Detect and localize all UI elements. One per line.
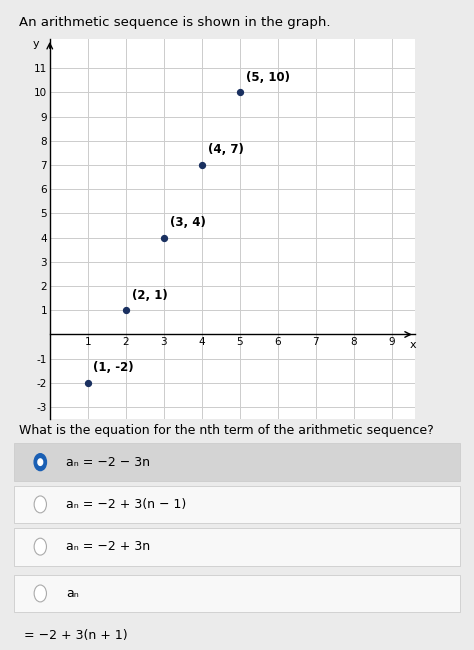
Text: aₙ = −2 − 3n: aₙ = −2 − 3n <box>66 456 150 469</box>
Point <box>160 233 168 243</box>
Text: y: y <box>33 40 40 49</box>
Point <box>122 305 129 315</box>
Text: What is the equation for the nth term of the arithmetic sequence?: What is the equation for the nth term of… <box>19 424 434 437</box>
Point <box>198 160 206 170</box>
Text: An arithmetic sequence is shown in the graph.: An arithmetic sequence is shown in the g… <box>19 16 330 29</box>
Text: aₙ = −2 + 3(n − 1): aₙ = −2 + 3(n − 1) <box>66 498 187 511</box>
Point <box>84 378 91 388</box>
Text: (1, -2): (1, -2) <box>93 361 134 374</box>
Text: x: x <box>410 340 416 350</box>
Text: = −2 + 3(n + 1): = −2 + 3(n + 1) <box>24 629 128 642</box>
Text: aₙ: aₙ <box>66 587 79 600</box>
Text: (3, 4): (3, 4) <box>170 216 205 229</box>
Text: (5, 10): (5, 10) <box>246 71 290 84</box>
Text: (2, 1): (2, 1) <box>131 289 167 302</box>
Text: (4, 7): (4, 7) <box>208 144 244 157</box>
Point <box>236 87 244 98</box>
Text: aₙ = −2 + 3n: aₙ = −2 + 3n <box>66 540 150 553</box>
